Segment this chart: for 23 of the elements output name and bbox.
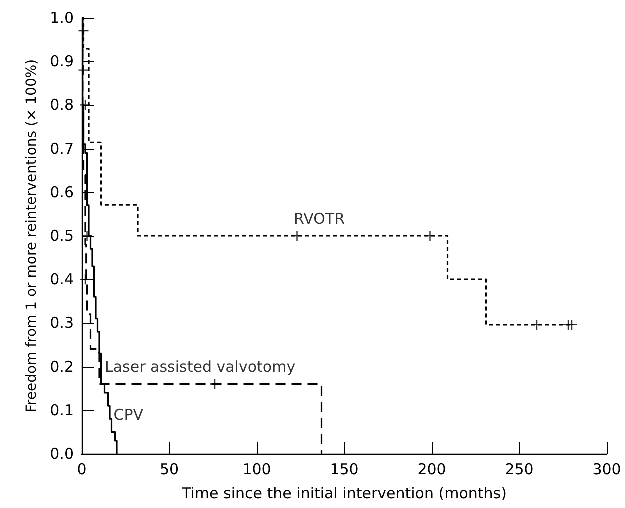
x-tick-label: 0 xyxy=(77,460,87,478)
y-tick-label: 0.2 xyxy=(50,358,74,376)
x-tick-label: 50 xyxy=(160,460,180,478)
y-tick-label: 0.4 xyxy=(50,270,74,289)
y-tick-label: 0.1 xyxy=(50,401,74,420)
y-axis-title: Freedom from 1 or more reinterventions (× 100%) xyxy=(24,59,40,413)
x-tick-label: 300 xyxy=(592,460,622,478)
annotation: CPV xyxy=(114,406,144,424)
y-tick-label: 0.5 xyxy=(50,227,74,245)
y-tick-label: 0.0 xyxy=(50,445,74,463)
y-tick-label: 0.7 xyxy=(50,140,74,158)
annotation: RVOTR xyxy=(294,210,345,228)
y-tick-label: 0.9 xyxy=(50,52,74,71)
x-axis-title: Time since the initial intervention (months) xyxy=(181,484,507,502)
x-tick-label: 250 xyxy=(505,460,534,478)
x-tick-label: 150 xyxy=(330,460,359,478)
y-tick-label: 0.6 xyxy=(50,183,74,202)
annotation: Laser assisted valvotomy xyxy=(105,358,296,376)
y-tick-label: 0.3 xyxy=(50,314,74,332)
x-tick-label: 200 xyxy=(418,460,446,478)
y-tick-label: 1.0 xyxy=(50,9,74,27)
x-tick-label: 100 xyxy=(242,460,272,478)
y-tick-label: 0.8 xyxy=(50,96,74,114)
